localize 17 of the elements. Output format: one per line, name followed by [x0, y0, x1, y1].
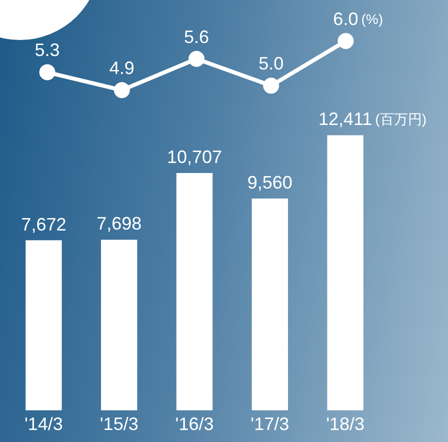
- x-tick-label: '18/3: [326, 414, 365, 434]
- data-label: 4.9: [109, 58, 134, 78]
- x-tick-label: '14/3: [24, 414, 63, 434]
- data-label: 5.3: [34, 40, 60, 60]
- data-label: 9,560: [247, 172, 292, 192]
- data-label: 6.0: [333, 8, 358, 29]
- data-label: 12,411: [318, 109, 372, 130]
- data-label: 5.6: [184, 26, 210, 47]
- text: (%): [361, 10, 383, 27]
- text: (百万円): [375, 111, 426, 128]
- data-label: 5.0: [258, 54, 284, 74]
- x-tick-label: '15/3: [100, 414, 138, 434]
- data-label: 7,698: [96, 214, 142, 234]
- data-label: 7,672: [21, 214, 66, 234]
- x-tick-label: '16/3: [175, 414, 214, 434]
- data-label: 10,707: [166, 146, 222, 167]
- x-tick-label: '17/3: [250, 414, 290, 434]
